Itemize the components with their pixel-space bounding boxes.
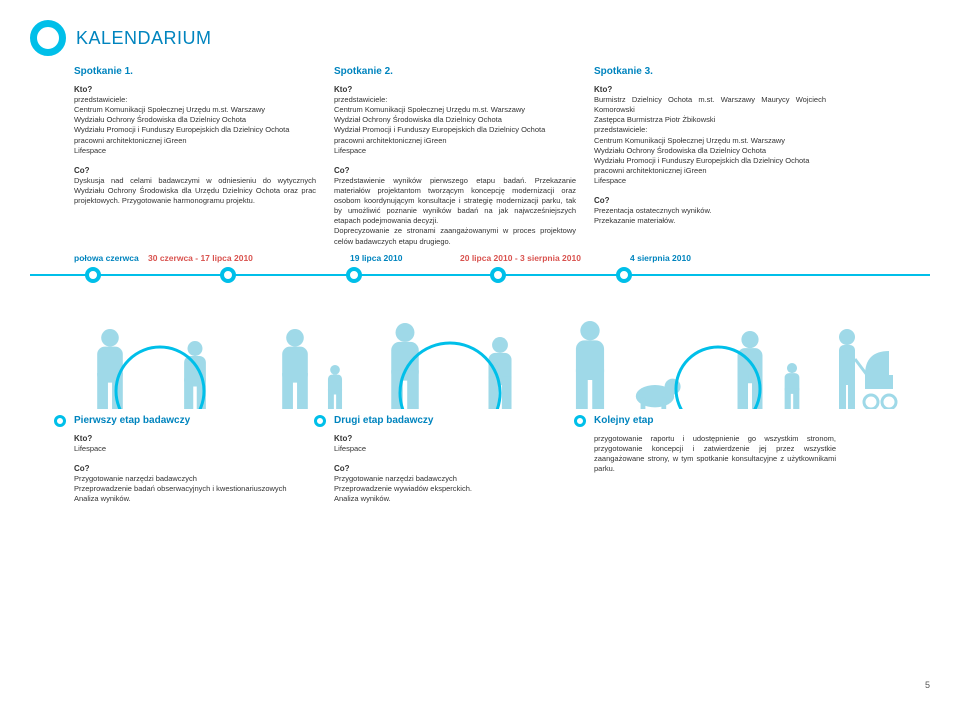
- stage-2-co-label: Co?: [334, 464, 576, 473]
- meeting-col-2: Spotkanie 2. Kto? przedstawiciele:Centru…: [316, 66, 576, 247]
- stage-2-co-body: Przygotowanie narzędzi badawczychPrzepro…: [334, 474, 576, 504]
- stage-1-co-body: Przygotowanie narzędzi badawczychPrzepro…: [74, 474, 316, 504]
- stage-col-3: Kolejny etap przygotowanie raportu i udo…: [576, 415, 836, 505]
- stage-2-kto-label: Kto?: [334, 434, 576, 443]
- header-ring-icon: [30, 20, 66, 56]
- meeting-2-title: Spotkanie 2.: [334, 66, 576, 77]
- meeting-3-kto-label: Kto?: [594, 85, 826, 94]
- stage-dot-icon: [314, 415, 326, 427]
- timeline-label: 20 lipca 2010 - 3 sierpnia 2010: [460, 253, 581, 263]
- stage-3-title: Kolejny etap: [594, 415, 836, 426]
- meeting-2-co-body: Przedstawienie wyników pierwszego etapu …: [334, 176, 576, 247]
- meeting-1-co-body: Dyskusja nad celami badawczymi w odniesi…: [74, 176, 316, 206]
- page-header: KALENDARIUM: [30, 20, 930, 56]
- stage-3-co-body: przygotowanie raportu i udostępnienie go…: [594, 434, 836, 475]
- people-strip: [30, 299, 930, 409]
- stage-1-co-label: Co?: [74, 464, 316, 473]
- stage-col-2: Drugi etap badawczy Kto? Lifespace Co? P…: [316, 415, 576, 505]
- meeting-3-kto-body: Burmistrz Dzielnicy Ochota m.st. Warszaw…: [594, 95, 826, 186]
- meetings-row: Spotkanie 1. Kto? przedstawiciele:Centru…: [30, 66, 930, 247]
- meeting-2-kto-body: przedstawiciele:Centrum Komunikacji Społ…: [334, 95, 576, 156]
- meeting-3-co-label: Co?: [594, 196, 826, 205]
- timeline-line: [30, 274, 930, 276]
- timeline-label: 4 sierpnia 2010: [630, 253, 691, 263]
- page-title: KALENDARIUM: [76, 28, 212, 49]
- meeting-3-title: Spotkanie 3.: [594, 66, 826, 77]
- timeline-dot: [220, 267, 236, 283]
- timeline-label: połowa czerwca: [74, 253, 139, 263]
- stage-1-title: Pierwszy etap badawczy: [74, 415, 316, 426]
- meeting-2-co-label: Co?: [334, 166, 576, 175]
- timeline-dot: [85, 267, 101, 283]
- stage-2-title: Drugi etap badawczy: [334, 415, 576, 426]
- meeting-1-co-label: Co?: [74, 166, 316, 175]
- timeline-label: 19 lipca 2010: [350, 253, 402, 263]
- stage-2-kto-body: Lifespace: [334, 444, 576, 454]
- meeting-1-title: Spotkanie 1.: [74, 66, 316, 77]
- stage-1-kto-label: Kto?: [74, 434, 316, 443]
- timeline-dot: [616, 267, 632, 283]
- meeting-1-kto-label: Kto?: [74, 85, 316, 94]
- timeline: połowa czerwca30 czerwca - 17 lipca 2010…: [30, 257, 930, 293]
- people-illustration: [30, 299, 930, 409]
- timeline-dot: [346, 267, 362, 283]
- stages-row: Pierwszy etap badawczy Kto? Lifespace Co…: [30, 415, 930, 505]
- meeting-1-kto-body: przedstawiciele:Centrum Komunikacji Społ…: [74, 95, 316, 156]
- meeting-col-1: Spotkanie 1. Kto? przedstawiciele:Centru…: [56, 66, 316, 247]
- meeting-col-3: Spotkanie 3. Kto? Burmistrz Dzielnicy Oc…: [576, 66, 826, 247]
- timeline-dot: [490, 267, 506, 283]
- stage-col-1: Pierwszy etap badawczy Kto? Lifespace Co…: [56, 415, 316, 505]
- meeting-2-kto-label: Kto?: [334, 85, 576, 94]
- stage-dot-icon: [574, 415, 586, 427]
- stage-dot-icon: [54, 415, 66, 427]
- page-number: 5: [925, 680, 930, 690]
- stage-1-kto-body: Lifespace: [74, 444, 316, 454]
- meeting-3-co-body: Prezentacja ostatecznych wyników.Przekaz…: [594, 206, 826, 226]
- timeline-label: 30 czerwca - 17 lipca 2010: [148, 253, 253, 263]
